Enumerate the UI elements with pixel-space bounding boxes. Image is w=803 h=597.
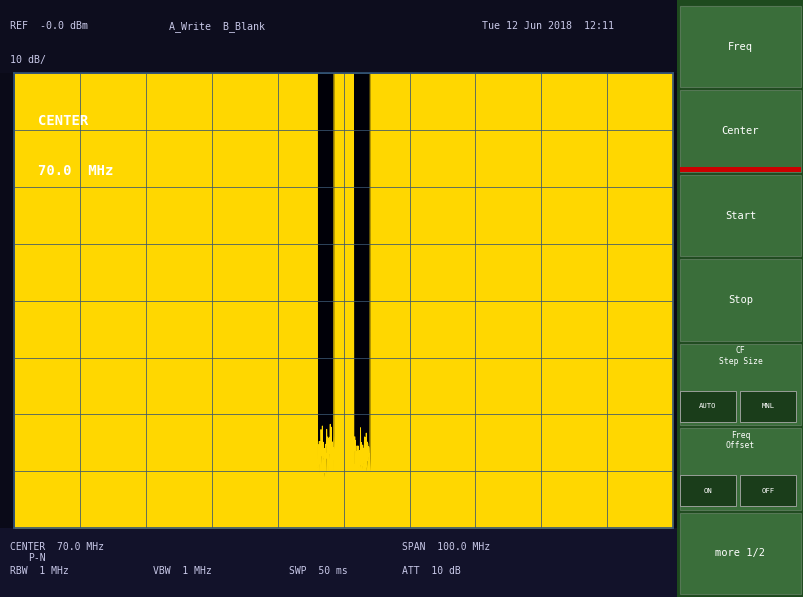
Bar bbox=[679, 167, 800, 172]
Text: A_Write  B_Blank: A_Write B_Blank bbox=[169, 21, 264, 32]
Bar bbox=[0, 0, 676, 73]
Bar bbox=[679, 259, 800, 341]
Text: Start: Start bbox=[724, 211, 755, 220]
Text: Center: Center bbox=[721, 126, 758, 136]
Text: 70.0  MHz: 70.0 MHz bbox=[38, 164, 112, 178]
Text: Step Size: Step Size bbox=[718, 357, 761, 366]
Text: CF: CF bbox=[735, 346, 744, 355]
Text: ATT  10 dB: ATT 10 dB bbox=[402, 566, 460, 576]
Text: P-N: P-N bbox=[28, 553, 46, 563]
Bar bbox=[740, 390, 795, 421]
Text: SPAN  100.0 MHz: SPAN 100.0 MHz bbox=[402, 542, 490, 552]
Text: Freq: Freq bbox=[727, 42, 752, 52]
Text: VBW  1 MHz: VBW 1 MHz bbox=[153, 566, 211, 576]
Text: CENTER: CENTER bbox=[38, 114, 88, 128]
Bar bbox=[679, 90, 800, 172]
Bar bbox=[0, 528, 676, 597]
Text: 10 dB/: 10 dB/ bbox=[10, 55, 46, 65]
Text: CENTER  70.0 MHz: CENTER 70.0 MHz bbox=[10, 542, 104, 552]
Text: AUTO: AUTO bbox=[699, 403, 715, 409]
Bar bbox=[679, 344, 800, 425]
Bar bbox=[679, 390, 735, 421]
Text: ON: ON bbox=[703, 488, 711, 494]
Bar bbox=[679, 175, 800, 256]
Text: Offset: Offset bbox=[725, 441, 754, 450]
Bar bbox=[676, 0, 803, 597]
Text: Tue 12 Jun 2018  12:11: Tue 12 Jun 2018 12:11 bbox=[482, 21, 613, 31]
Text: MNL: MNL bbox=[760, 403, 774, 409]
Text: OFF: OFF bbox=[760, 488, 774, 494]
Text: REF  -0.0 dBm: REF -0.0 dBm bbox=[10, 21, 88, 31]
Bar bbox=[679, 428, 800, 510]
Bar bbox=[740, 475, 795, 506]
Bar bbox=[679, 6, 800, 87]
Text: Freq: Freq bbox=[730, 430, 749, 439]
Text: SWP  50 ms: SWP 50 ms bbox=[289, 566, 348, 576]
Bar bbox=[679, 513, 800, 594]
Text: Stop: Stop bbox=[727, 295, 752, 305]
Bar bbox=[679, 475, 735, 506]
Text: RBW  1 MHz: RBW 1 MHz bbox=[10, 566, 68, 576]
Text: more 1/2: more 1/2 bbox=[715, 548, 764, 558]
